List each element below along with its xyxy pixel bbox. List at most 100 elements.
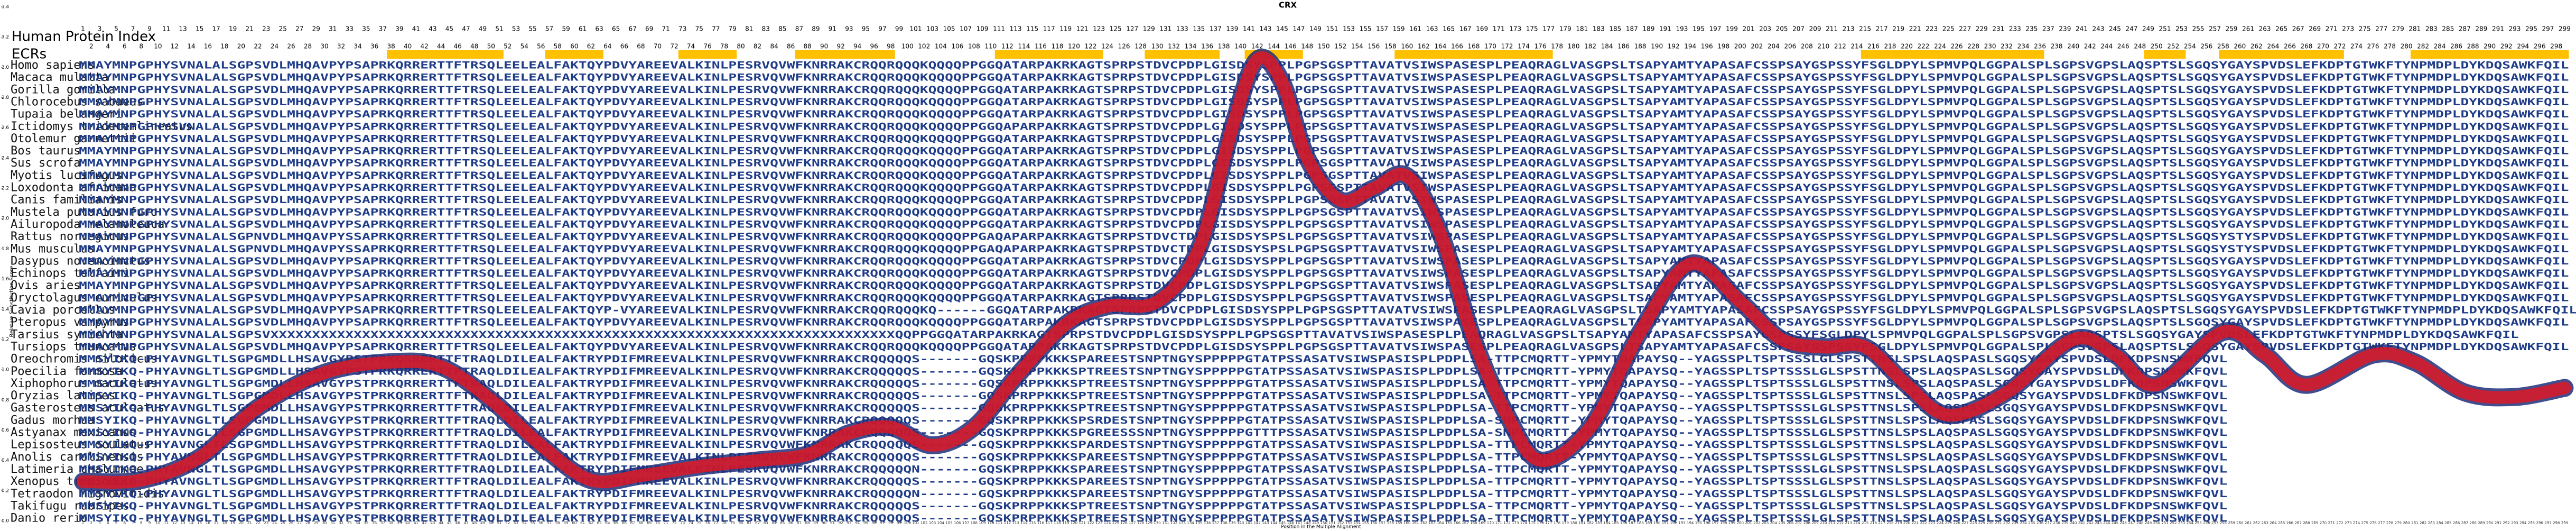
x-tick-label: 3 xyxy=(98,521,100,525)
x-tick-label: 111 xyxy=(996,521,1002,525)
x-tick-label: 265 xyxy=(2278,521,2285,525)
species-name: Rattus norvegicus xyxy=(11,230,129,243)
x-tick-label: 234 xyxy=(2020,521,2027,525)
x-tick-label: 271 xyxy=(2328,521,2335,525)
x-tick-label: 158 xyxy=(1387,521,1394,525)
y-axis-label: Relative Substitution Score xyxy=(9,266,15,337)
index-label: 294 xyxy=(2517,43,2529,50)
x-tick-label: 44 xyxy=(439,521,443,525)
index-label: 109 xyxy=(977,25,989,33)
index-label: 22 xyxy=(254,43,262,50)
x-tick-label: 208 xyxy=(1803,521,1810,525)
index-label: 117 xyxy=(1043,25,1055,33)
x-tick-label: 241 xyxy=(2078,521,2085,525)
index-label: 295 xyxy=(2525,25,2537,33)
x-tick-label: 134 xyxy=(1187,521,1194,525)
index-label: 101 xyxy=(910,25,922,33)
x-tick-label: 293 xyxy=(2511,521,2518,525)
index-label: 34 xyxy=(354,43,361,50)
x-tick-label: 283 xyxy=(2428,521,2435,525)
x-tick-label: 254 xyxy=(2187,521,2194,525)
index-label: 279 xyxy=(2392,25,2404,33)
index-label: 249 xyxy=(2142,25,2154,33)
index-label: 219 xyxy=(1892,25,1904,33)
x-tick-label: 181 xyxy=(1578,521,1585,525)
x-tick-label: 129 xyxy=(1146,521,1152,525)
ecr-block xyxy=(994,50,1103,59)
index-label: 6 xyxy=(123,43,127,50)
index-label: 93 xyxy=(845,25,853,33)
y-tick-label: 0.8 xyxy=(2,398,10,403)
x-tick-label: 42 xyxy=(422,521,427,525)
index-label: 271 xyxy=(2326,25,2338,33)
index-label: 123 xyxy=(1093,25,1105,33)
x-tick-label: 267 xyxy=(2294,521,2301,525)
x-tick-label: 275 xyxy=(2361,521,2368,525)
x-tick-label: 59 xyxy=(564,521,569,525)
index-label: 74 xyxy=(687,43,695,50)
x-tick-label: 224 xyxy=(1937,521,1944,525)
x-tick-label: 171 xyxy=(1495,521,1502,525)
x-tick-label: 197 xyxy=(1712,521,1718,525)
species-name: Oryctolagus cuniculus xyxy=(11,291,157,305)
x-tick-label: 138 xyxy=(1220,521,1227,525)
x-tick-label: 145 xyxy=(1279,521,1286,525)
x-tick-label: 177 xyxy=(1545,521,1552,525)
index-label: 91 xyxy=(829,25,836,33)
x-tick-label: 2 xyxy=(90,521,92,525)
x-tick-label: 109 xyxy=(979,521,985,525)
index-label: 103 xyxy=(926,25,938,33)
x-tick-label: 262 xyxy=(2253,521,2260,525)
index-label: 79 xyxy=(729,25,737,33)
ecr-block xyxy=(1145,50,1220,59)
x-tick-label: 174 xyxy=(1520,521,1528,525)
index-label: 166 xyxy=(1451,43,1463,50)
species-name: Otolemur garnettii xyxy=(11,132,136,145)
y-tick-label: 3.2 xyxy=(2,35,9,40)
x-tick-label: 222 xyxy=(1920,521,1927,525)
species-name: Tarsius syrichta xyxy=(11,328,123,341)
index-label: 256 xyxy=(2200,43,2212,50)
index-label: 13 xyxy=(179,25,187,33)
index-label: 229 xyxy=(1976,25,1988,33)
index-label: 83 xyxy=(762,25,770,33)
index-label: 163 xyxy=(1426,25,1438,33)
x-tick-label: 159 xyxy=(1395,521,1402,525)
x-tick-label: 166 xyxy=(1454,521,1461,525)
ecr-block xyxy=(387,50,504,59)
x-tick-label: 204 xyxy=(1770,521,1778,525)
species-name: Ovis aries xyxy=(11,279,80,292)
x-tick-label: 173 xyxy=(1512,521,1519,525)
x-tick-label: 190 xyxy=(1653,521,1660,525)
index-label: 187 xyxy=(1626,25,1638,33)
sequence: MMAYMNPGPHYSVNALALSGPSVDLMHQAVPYPSAPRKQR… xyxy=(79,133,2569,144)
index-label: 243 xyxy=(2092,25,2104,33)
x-tick-label: 297 xyxy=(2544,521,2551,525)
x-tick-label: 96 xyxy=(872,521,877,525)
x-tick-label: 6 xyxy=(124,521,126,525)
index-label: 43 xyxy=(429,25,436,33)
x-tick-label: 274 xyxy=(2353,521,2360,525)
index-label: 60 xyxy=(570,43,578,50)
index-label: 217 xyxy=(1876,25,1888,33)
sequence: MMAYMNPGPHYSVNALALSGPSVDLMHQAVPYPSAPRKQR… xyxy=(79,158,2569,169)
index-label: 148 xyxy=(1301,43,1313,50)
index-label: 186 xyxy=(1617,43,1630,50)
index-label: 63 xyxy=(595,25,603,33)
index-label: 159 xyxy=(1393,25,1405,33)
index-label: 244 xyxy=(2100,43,2113,50)
index-label: 33 xyxy=(346,25,354,33)
x-tick-label: 32 xyxy=(339,521,343,525)
index-label: 52 xyxy=(504,43,512,50)
y-tick-label: 2.2 xyxy=(2,186,9,191)
x-tick-label: 66 xyxy=(622,521,627,525)
index-label: 169 xyxy=(1476,25,1488,33)
x-tick-label: 232 xyxy=(2003,521,2010,525)
index-label: 264 xyxy=(2267,43,2279,50)
x-tick-label: 180 xyxy=(1570,521,1577,525)
index-label: 288 xyxy=(2467,43,2479,50)
x-tick-label: 121 xyxy=(1079,521,1086,525)
index-label: 139 xyxy=(1226,25,1238,33)
x-tick-label: 61 xyxy=(580,521,585,525)
index-label: 71 xyxy=(662,25,670,33)
